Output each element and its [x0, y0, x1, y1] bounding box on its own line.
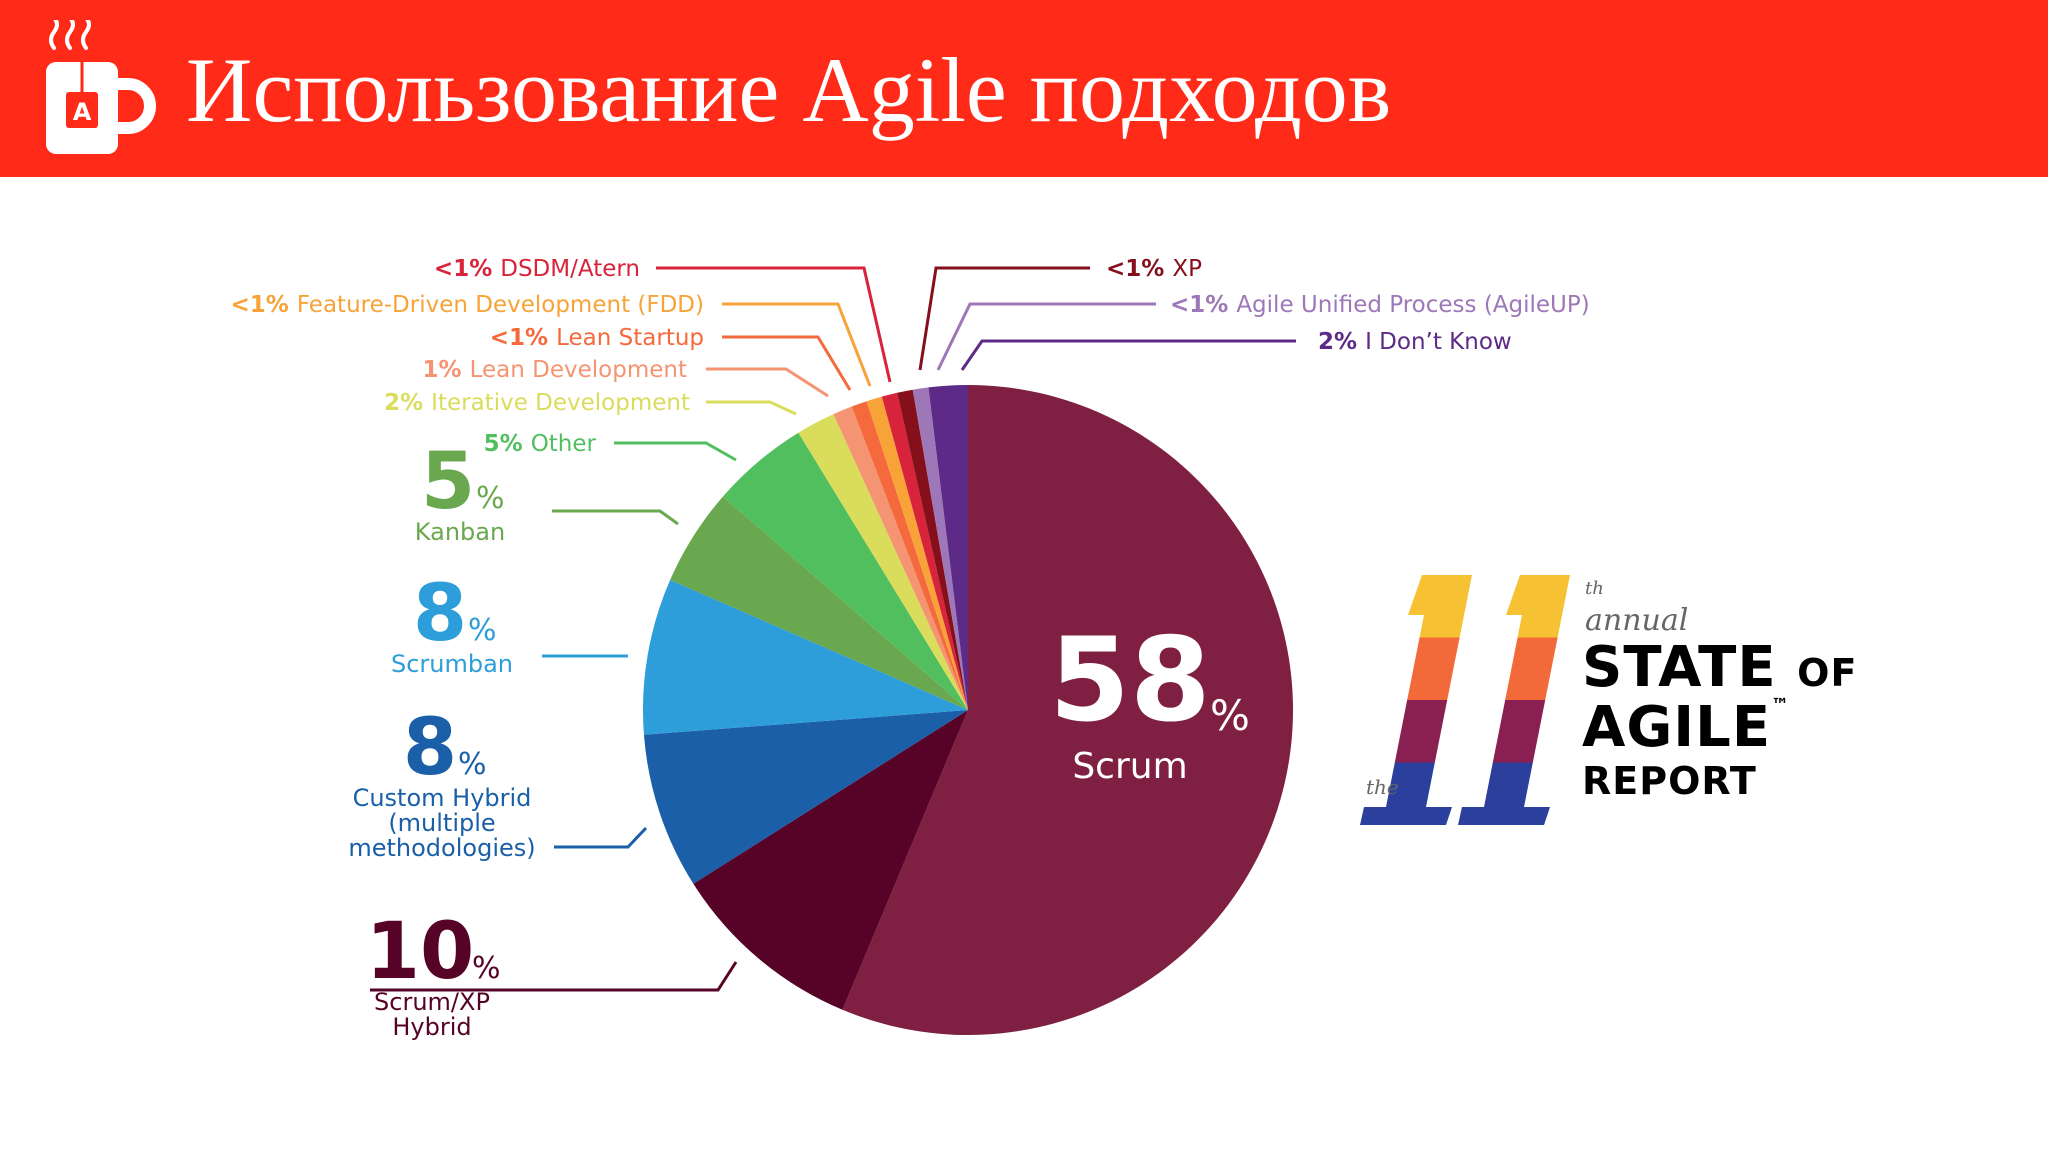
leader-line-lean_dev [706, 367, 829, 398]
data-label-dont_know-value: 2% [1318, 329, 1365, 355]
trademark: ™ [1771, 695, 1791, 716]
data-label-fdd: <1% Feature-Driven Development (FDD) [231, 292, 705, 318]
data-label-other-name: Other [531, 431, 597, 457]
eleven-stripe [1360, 575, 1570, 638]
data-label-custom_hybrid-name-line: Custom Hybrid [353, 784, 532, 812]
data-label-xp-name: XP [1172, 256, 1202, 282]
data-label-dont_know: 2% I Don’t Know [1318, 329, 1512, 355]
data-label-lean_dev-value: 1% [423, 357, 470, 383]
data-label-scrum-value: 58 [1049, 613, 1210, 748]
leader-line-iterative [706, 400, 797, 416]
data-label-scrum_xp-value: 10 [366, 907, 475, 997]
data-label-xp: <1% XP [1106, 256, 1202, 282]
pie-slice-scrum [842, 385, 1294, 1035]
data-label-agileup-name: Agile Unified Process (AgileUP) [1236, 292, 1589, 318]
leader-line-xp [918, 266, 1090, 371]
eleven-stripe [1360, 700, 1570, 763]
data-label-scrum-unit: % [1210, 691, 1250, 740]
data-label-scrumban-unit: % [468, 613, 497, 648]
pie-slice-dont_know [928, 385, 968, 710]
title-banner: A Использование Agile подходов [0, 0, 2048, 177]
data-label-xp-value: <1% [1106, 256, 1172, 282]
pie-slice-kanban [670, 496, 968, 710]
data-label-iterative-name: Iterative Development [431, 390, 690, 416]
pie-slice-xp [897, 389, 968, 710]
data-label-custom_hybrid-unit: % [458, 747, 487, 782]
leader-line-lean_startup [722, 335, 852, 391]
logo-letter: A [73, 98, 92, 126]
pie-slice-dsdm [881, 392, 968, 710]
pie-slice-agileup [912, 387, 968, 710]
leader-line-other [614, 441, 737, 462]
data-label-kanban-name-line: Kanban [415, 518, 505, 546]
data-label-iterative-value: 2% [384, 390, 431, 416]
data-label-other-value: 5% [484, 431, 531, 457]
pie-slice-fdd [866, 396, 968, 710]
data-label-agileup-value: <1% [1170, 292, 1236, 318]
leader-line-dont_know [960, 339, 1296, 371]
leader-line-scrum_xp [370, 961, 738, 992]
report-word: REPORT [1582, 759, 1757, 803]
data-label-scrumban-value: 8 [413, 569, 467, 659]
pie-slice-scrumban [642, 579, 968, 735]
pie-slice-lean_dev [833, 406, 968, 710]
of-word: OF [1797, 651, 1858, 695]
pie-slice-scrum_xp [693, 710, 968, 1010]
data-label-kanban-value: 5 [421, 437, 475, 527]
state-of-agile-logo: th annual the STATE OF AGILE™ REPORT [1360, 575, 1900, 825]
eleven-logo-mark [1360, 575, 1570, 825]
agile-word: AGILE [1582, 695, 1772, 760]
data-label-custom_hybrid-value: 8 [403, 703, 457, 793]
the-label: the [1366, 775, 1399, 799]
page-title: Использование Agile подходов [186, 39, 1392, 141]
pie-slice-lean_startup [851, 401, 968, 710]
data-label-dsdm-name: DSDM/Atern [500, 256, 640, 282]
data-label-agileup: <1% Agile Unified Process (AgileUP) [1170, 292, 1590, 318]
data-label-fdd-value: <1% [231, 292, 297, 318]
data-label-dont_know-name: I Don’t Know [1365, 329, 1512, 355]
data-label-dsdm-value: <1% [434, 256, 500, 282]
pie-slice-other [722, 432, 968, 710]
pie-slice-custom_hybrid [643, 710, 968, 884]
data-label-lean_startup: <1% Lean Startup [490, 325, 704, 351]
data-label-scrumban-name-line: Scrumban [391, 650, 513, 678]
leader-line-agileup [936, 302, 1156, 371]
leader-line-custom_hybrid [554, 826, 648, 849]
data-label-iterative: 2% Iterative Development [384, 390, 690, 416]
eleven-superscript: th [1585, 578, 1604, 599]
data-label-lean_dev: 1% Lean Development [423, 357, 687, 383]
data-label-lean_dev-name: Lean Development [470, 357, 687, 383]
data-label-lean_startup-value: <1% [490, 325, 556, 351]
annual-label: annual [1585, 603, 1689, 638]
data-label-dsdm: <1% DSDM/Atern [434, 256, 640, 282]
state-label: STATE OF [1582, 635, 1857, 700]
data-label-other: 5% Other [484, 431, 597, 457]
data-label-scrum_xp-name-line: Scrum/XP [374, 988, 490, 1016]
data-label-scrum-name: Scrum [1072, 746, 1187, 787]
eleven-stripe [1360, 637, 1570, 701]
pie-slice-iterative [798, 414, 968, 710]
leader-line-kanban [552, 509, 679, 526]
data-label-custom_hybrid-name-line: methodologies) [348, 834, 535, 862]
data-label-scrum_xp-name-line: Hybrid [392, 1013, 471, 1041]
data-label-lean_startup-name: Lean Startup [556, 325, 704, 351]
coffee-mug-icon: A [46, 20, 156, 154]
leader-line-dsdm [656, 266, 892, 383]
data-label-fdd-name: Feature-Driven Development (FDD) [297, 292, 704, 318]
leader-line-fdd [722, 302, 872, 387]
data-label-scrum_xp-unit: % [472, 951, 501, 986]
state-word: STATE [1582, 635, 1777, 700]
data-label-custom_hybrid-name-line: (multiple [388, 809, 495, 837]
data-label-kanban-unit: % [476, 481, 505, 516]
agile-label: AGILE™ [1582, 695, 1790, 760]
